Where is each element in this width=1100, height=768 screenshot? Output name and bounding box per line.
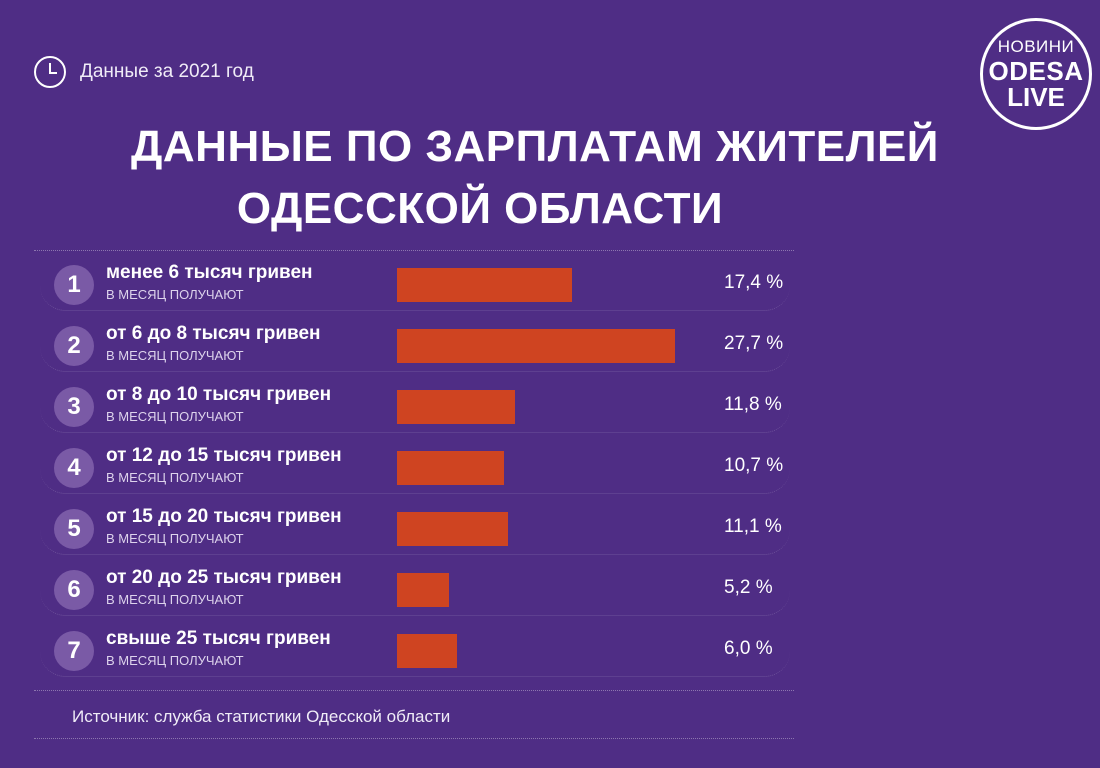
bar-row: 6 от 20 до 25 тысяч гривен В МЕСЯЦ ПОЛУЧАЮ… [0,563,1100,619]
category-label: менее 6 тысяч гривен [106,262,313,283]
rank-badge: 7 [54,631,94,671]
bar [397,512,508,546]
rank-badge: 3 [54,387,94,427]
date-text: Данные за 2021 год [80,61,254,82]
bar [397,268,572,302]
value-label: 17,4 % [724,272,784,293]
row-guide [40,260,790,311]
bar [397,634,457,668]
row-guide [40,382,790,433]
category-sublabel: В МЕСЯЦ ПОЛУЧАЮТ [106,470,244,485]
logo-line-2: ODESA [988,56,1084,86]
logo-line-1: НОВИНИ [997,37,1075,56]
title-line-2: ОДЕССКОЙ ОБЛАСТИ [236,184,724,233]
bar [397,329,675,363]
value-label: 11,1 % [724,516,782,537]
category-sublabel: В МЕСЯЦ ПОЛУЧАЮТ [106,531,244,546]
row-guide [40,504,790,555]
value-label: 27,7 % [724,333,784,354]
rank-badge: 2 [54,326,94,366]
category-label: от 12 до 15 тысяч гривен [106,445,342,466]
category-sublabel: В МЕСЯЦ ПОЛУЧАЮТ [106,287,244,302]
bar-row: 4 от 12 до 15 тысяч гривен В МЕСЯЦ ПОЛУЧАЮ… [0,441,1100,497]
row-guide [40,565,790,616]
row-guide [40,321,790,372]
category-sublabel: В МЕСЯЦ ПОЛУЧАЮТ [106,653,244,668]
category-sublabel: В МЕСЯЦ ПОЛУЧАЮТ [106,592,244,607]
title-line-1: ДАННЫЕ ПО ЗАРПЛАТАМ ЖИТЕЛЕЙ [131,122,939,171]
clock-icon [34,56,66,88]
rank-badge: 1 [54,265,94,305]
category-label: свыше 25 тысяч гривен [106,628,331,649]
bar-row: 2 от 6 до 8 тысяч гривен В МЕСЯЦ ПОЛУЧАЮТ 2… [0,319,1100,375]
category-label: от 8 до 10 тысяч гривен [106,384,332,405]
value-label: 11,8 % [724,394,782,415]
bar [397,390,515,424]
category-label: от 20 до 25 тысяч гривен [106,567,342,588]
row-guide [40,626,790,677]
logo-line-3: LIVE [1007,82,1065,112]
bar [397,451,504,485]
category-sublabel: В МЕСЯЦ ПОЛУЧАЮТ [106,348,244,363]
rank-badge: 4 [54,448,94,488]
bar [397,573,449,607]
rank-badge: 5 [54,509,94,549]
value-label: 5,2 % [724,577,773,598]
chart-title: ДАННЫЕ ПО ЗАРПЛАТАМ ЖИТЕЛЕЙ ОДЕССКОЙ ОБЛ… [0,116,1100,240]
category-sublabel: В МЕСЯЦ ПОЛУЧАЮТ [106,409,244,424]
date-header: Данные за 2021 год [34,56,254,88]
rank-badge: 6 [54,570,94,610]
bottom-divider [34,690,794,691]
footer-divider [34,738,794,739]
value-label: 10,7 % [724,455,784,476]
bar-row: 1 менее 6 тысяч гривен В МЕСЯЦ ПОЛУЧАЮТ 17,… [0,258,1100,314]
value-label: 6,0 % [724,638,773,659]
bar-row: 3 от 8 до 10 тысяч гривен В МЕСЯЦ ПОЛУЧАЮТ… [0,380,1100,436]
bar-row: 5 от 15 до 20 тысяч гривен В МЕСЯЦ ПОЛУЧАЮ… [0,502,1100,558]
category-label: от 6 до 8 тысяч гривен [106,323,321,344]
category-label: от 15 до 20 тысяч гривен [106,506,342,527]
row-guide [40,443,790,494]
source-note: Источник: служба статистики Одесской обл… [72,707,451,726]
top-divider [34,250,794,251]
odesa-live-logo: НОВИНИ ODESA LIVE [980,18,1092,130]
bar-row: 7 свыше 25 тысяч гривен В МЕСЯЦ ПОЛУЧАЮТ 6,… [0,624,1100,680]
